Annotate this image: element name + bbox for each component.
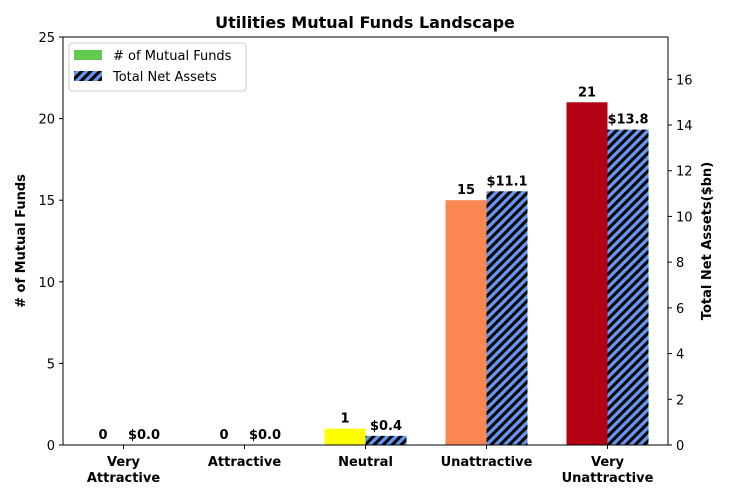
x-tick-label: Attractive	[208, 455, 282, 470]
x-tick-label: Unattractive	[441, 455, 533, 470]
legend-label-funds: # of Mutual Funds	[113, 49, 232, 64]
x-tick-label: Very Unattractive	[562, 455, 654, 486]
plot-frame	[62, 36, 669, 446]
y-tick-label: 5	[47, 357, 55, 372]
plot-area: 0 $0.0 Very Attractive 0 $0.0 Attractive 1 $0.4 N…	[38, 31, 692, 486]
assets-bar	[365, 435, 407, 445]
y-axis-label: # of Mutual Funds	[14, 174, 29, 308]
y-tick-label: 20	[38, 113, 55, 128]
y-tick-label: 15	[38, 194, 55, 209]
assets-data-label: $0.4	[370, 419, 402, 434]
y2-tick-label: 12	[676, 165, 693, 180]
y2-tick-label: 16	[676, 73, 693, 88]
funds-data-label: 21	[578, 85, 596, 100]
assets-bar	[486, 191, 528, 445]
y-tick-label: 0	[47, 439, 55, 454]
funds-data-label: 15	[457, 183, 475, 198]
assets-data-label: $13.8	[607, 113, 648, 128]
assets-data-label: $11.1	[486, 174, 527, 189]
y2-tick-label: 2	[676, 393, 684, 408]
x-tick-label: Neutral	[338, 455, 393, 470]
y-tick-label: 10	[38, 276, 55, 291]
funds-data-label: 0	[98, 428, 107, 443]
legend-label-assets: Total Net Assets	[112, 70, 217, 85]
y2-tick-label: 14	[676, 119, 693, 134]
y-tick-label: 25	[38, 31, 55, 46]
funds-data-label: 0	[219, 428, 228, 443]
y2-tick-label: 8	[676, 256, 684, 271]
legend-swatch-assets	[74, 71, 102, 81]
chart-title: Utilities Mutual Funds Landscape	[215, 13, 515, 32]
legend-box	[68, 42, 247, 92]
funds-bar	[445, 200, 487, 445]
y2-axis-label: Total Net Assets($bn)	[700, 162, 715, 320]
y2-tick-label: 4	[676, 348, 684, 363]
assets-data-label: $0.0	[128, 428, 160, 443]
assets-data-label: $0.0	[249, 428, 281, 443]
y2-tick-label: 6	[676, 302, 684, 317]
funds-bar	[566, 102, 608, 445]
assets-bar	[607, 129, 649, 446]
funds-bar	[324, 428, 366, 445]
y2-tick-label: 10	[676, 210, 693, 225]
funds-data-label: 1	[340, 412, 349, 427]
legend-swatch-funds	[74, 50, 102, 60]
y2-tick-label: 0	[676, 439, 684, 454]
x-tick-label: Very Attractive	[87, 455, 161, 486]
